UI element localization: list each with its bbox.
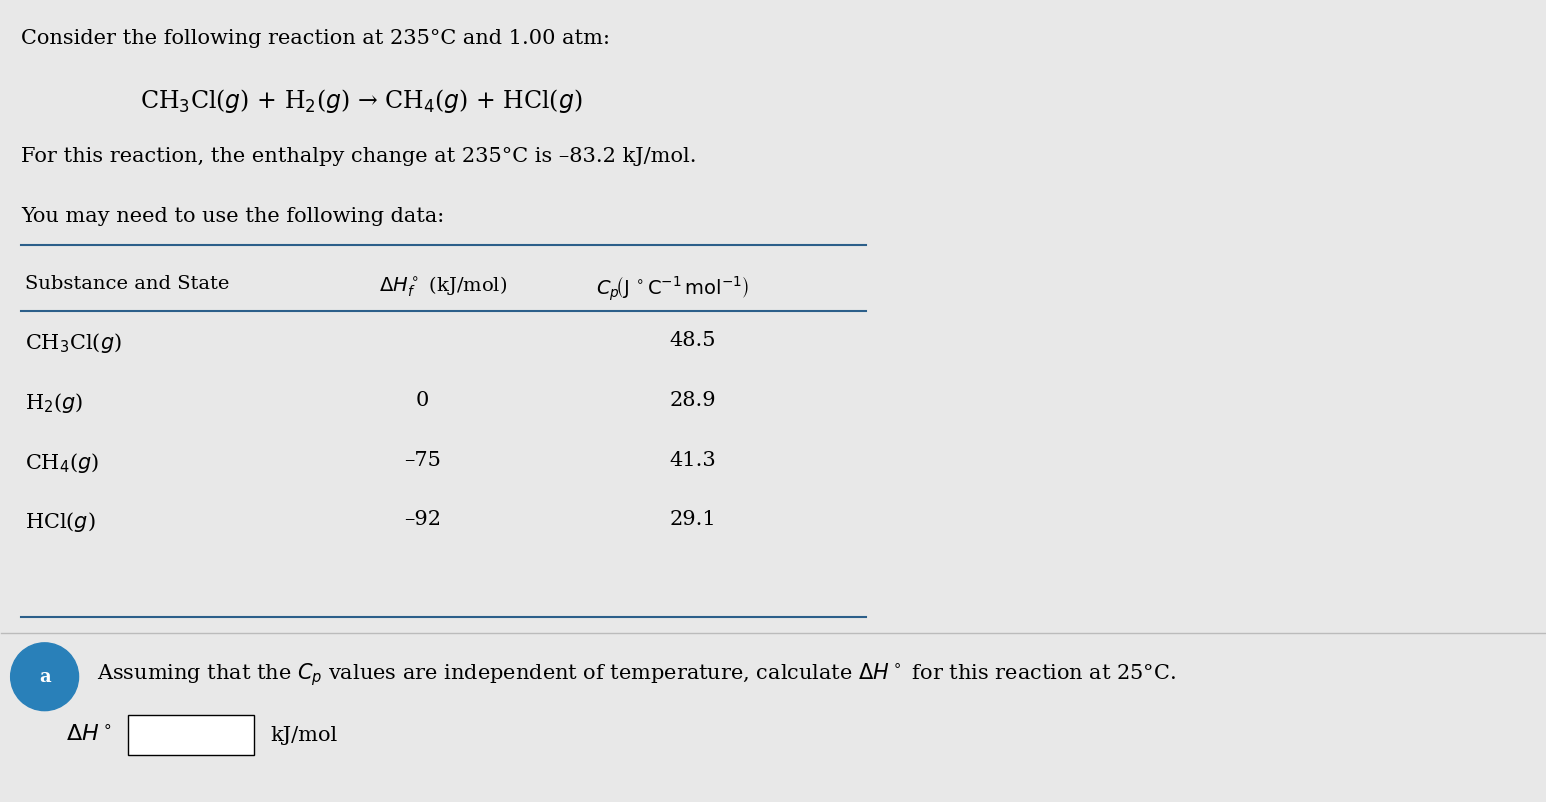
Text: Consider the following reaction at 235°C and 1.00 atm:: Consider the following reaction at 235°C…	[22, 30, 611, 48]
Text: $\Delta H_f^\circ$ (kJ/mol): $\Delta H_f^\circ$ (kJ/mol)	[379, 275, 507, 299]
Text: kJ/mol: kJ/mol	[271, 726, 337, 744]
Text: –75: –75	[404, 451, 441, 469]
Text: $C_p\!\left(\mathrm{J\,{}^\circ C^{-1}\,mol^{-1}}\right)$: $C_p\!\left(\mathrm{J\,{}^\circ C^{-1}\,…	[595, 275, 748, 303]
Text: –92: –92	[404, 511, 441, 529]
Text: 41.3: 41.3	[669, 451, 716, 469]
Text: CH$_3$Cl($g$): CH$_3$Cl($g$)	[25, 330, 122, 354]
Text: Substance and State: Substance and State	[25, 275, 229, 293]
Text: Assuming that the $C_p$ values are independent of temperature, calculate $\Delta: Assuming that the $C_p$ values are indep…	[97, 661, 1177, 687]
Text: 48.5: 48.5	[669, 330, 716, 350]
Text: a: a	[39, 668, 51, 686]
Text: $\Delta H^\circ$: $\Delta H^\circ$	[66, 724, 111, 746]
Text: CH$_4$($g$): CH$_4$($g$)	[25, 451, 99, 475]
Text: 29.1: 29.1	[669, 511, 716, 529]
Text: 0: 0	[416, 391, 430, 410]
Ellipse shape	[11, 643, 79, 711]
Text: 28.9: 28.9	[669, 391, 716, 410]
Text: CH$_3$Cl($g$) + H$_2$($g$) → CH$_4$($g$) + HCl($g$): CH$_3$Cl($g$) + H$_2$($g$) → CH$_4$($g$)…	[141, 87, 583, 115]
Text: You may need to use the following data:: You may need to use the following data:	[22, 207, 445, 226]
Text: H$_2$($g$): H$_2$($g$)	[25, 391, 83, 415]
Text: HCl($g$): HCl($g$)	[25, 511, 96, 534]
FancyBboxPatch shape	[128, 715, 255, 755]
Text: For this reaction, the enthalpy change at 235°C is –83.2 kJ/mol.: For this reaction, the enthalpy change a…	[22, 147, 697, 166]
